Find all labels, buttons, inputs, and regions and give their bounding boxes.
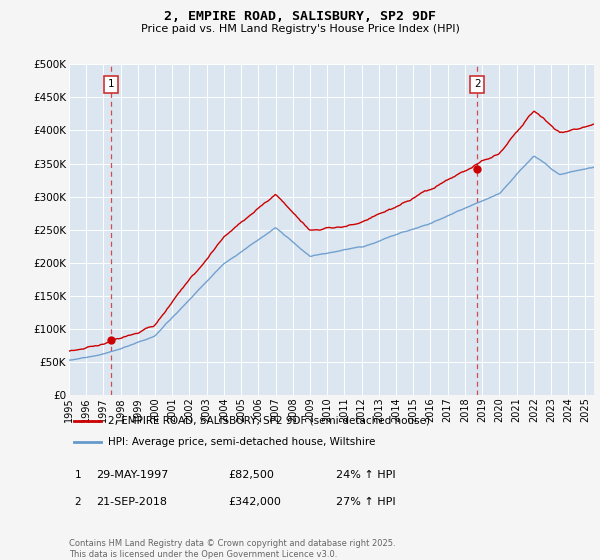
Text: Price paid vs. HM Land Registry's House Price Index (HPI): Price paid vs. HM Land Registry's House …	[140, 24, 460, 34]
Text: HPI: Average price, semi-detached house, Wiltshire: HPI: Average price, semi-detached house,…	[108, 437, 376, 447]
Text: 21-SEP-2018: 21-SEP-2018	[96, 497, 167, 507]
Text: 27% ↑ HPI: 27% ↑ HPI	[336, 497, 395, 507]
Text: £82,500: £82,500	[228, 470, 274, 480]
Text: 2: 2	[74, 497, 82, 507]
Text: 2: 2	[474, 79, 481, 89]
Text: 1: 1	[107, 79, 114, 89]
Text: 2, EMPIRE ROAD, SALISBURY, SP2 9DF: 2, EMPIRE ROAD, SALISBURY, SP2 9DF	[164, 10, 436, 23]
Text: £342,000: £342,000	[228, 497, 281, 507]
Text: 2, EMPIRE ROAD, SALISBURY, SP2 9DF (semi-detached house): 2, EMPIRE ROAD, SALISBURY, SP2 9DF (semi…	[108, 416, 430, 426]
Text: 29-MAY-1997: 29-MAY-1997	[96, 470, 169, 480]
Text: 24% ↑ HPI: 24% ↑ HPI	[336, 470, 395, 480]
Text: Contains HM Land Registry data © Crown copyright and database right 2025.
This d: Contains HM Land Registry data © Crown c…	[69, 539, 395, 559]
Text: 1: 1	[74, 470, 82, 480]
